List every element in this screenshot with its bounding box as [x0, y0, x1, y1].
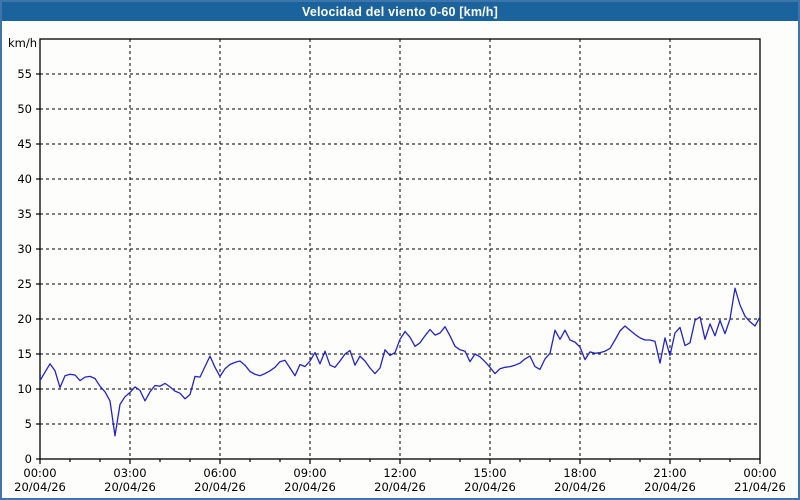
- x-axis-time-label: 18:00: [563, 466, 596, 480]
- x-axis-date-label: 20/04/26: [464, 480, 516, 494]
- y-axis-unit-label: km/h: [8, 36, 37, 50]
- x-axis-time-label: 00:00: [743, 466, 776, 480]
- y-axis-tick-label: 30: [17, 242, 32, 256]
- x-axis-date-label: 20/04/26: [14, 480, 66, 494]
- x-axis-date-label: 21/04/26: [734, 480, 786, 494]
- y-axis-tick-label: 50: [17, 102, 32, 116]
- y-axis-tick-label: 0: [25, 452, 32, 466]
- x-axis: 00:0020/04/2603:0020/04/2606:0020/04/260…: [14, 459, 786, 494]
- wind-speed-line: [39, 287, 761, 437]
- x-axis-time-label: 21:00: [653, 466, 686, 480]
- x-axis-date-label: 20/04/26: [104, 480, 156, 494]
- y-axis-tick-label: 40: [17, 172, 32, 186]
- x-axis-date-label: 20/04/26: [194, 480, 246, 494]
- gridlines: [40, 39, 760, 459]
- x-axis-time-label: 15:00: [473, 466, 506, 480]
- y-axis-tick-label: 25: [17, 277, 32, 291]
- x-axis-date-label: 20/04/26: [554, 480, 606, 494]
- wind-speed-chart: 0510152025303540455055km/h00:0020/04/260…: [8, 36, 786, 494]
- y-axis-tick-label: 45: [17, 137, 32, 151]
- y-axis-tick-label: 5: [25, 417, 32, 431]
- y-axis-tick-label: 15: [17, 347, 32, 361]
- x-axis-date-label: 20/04/26: [284, 480, 336, 494]
- x-axis-time-label: 06:00: [203, 466, 236, 480]
- x-axis-time-label: 09:00: [293, 466, 326, 480]
- x-axis-time-label: 12:00: [383, 466, 416, 480]
- title-bar: Velocidad del viento 0-60 [km/h]: [2, 2, 798, 21]
- x-axis-date-label: 20/04/26: [374, 480, 426, 494]
- chart-title: Velocidad del viento 0-60 [km/h]: [301, 4, 499, 19]
- x-axis-time-label: 00:00: [23, 466, 56, 480]
- x-axis-time-label: 03:00: [113, 466, 146, 480]
- y-axis-tick-label: 10: [17, 382, 32, 396]
- y-axis-tick-label: 20: [17, 312, 32, 326]
- y-axis-tick-label: 35: [17, 207, 32, 221]
- chart-area: 0 5 10 15 20 25 30 35 40 45 50 55 km/h 00:00 20/04/26 0…: [2, 21, 798, 498]
- x-axis-date-label: 20/04/26: [644, 480, 696, 494]
- y-axis: 0 5 10 15 20 25 30 35 40 45 50 55 km/h: [8, 36, 40, 466]
- y-axis-tick-label: 55: [17, 67, 32, 81]
